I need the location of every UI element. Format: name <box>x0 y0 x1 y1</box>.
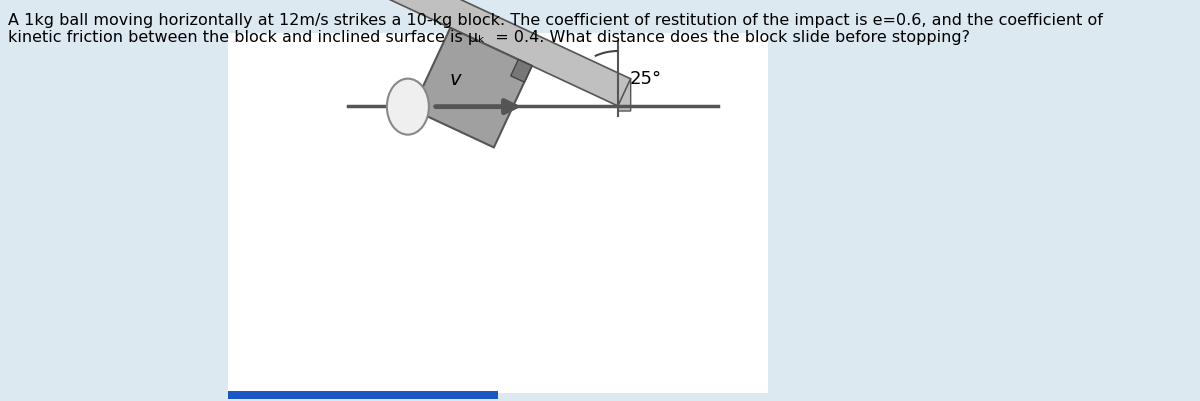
Bar <box>228 33 768 393</box>
Text: kinetic friction between the block and inclined surface is μₖ  = 0.4. What dista: kinetic friction between the block and i… <box>8 30 970 45</box>
Polygon shape <box>511 59 532 82</box>
Text: 25°: 25° <box>630 69 662 87</box>
Polygon shape <box>373 0 631 106</box>
Bar <box>228 391 498 399</box>
Polygon shape <box>413 28 532 148</box>
Ellipse shape <box>386 79 428 135</box>
Polygon shape <box>618 79 631 111</box>
Text: A 1kg ball moving horizontally at 12m/s strikes a 10-kg block. The coefficient o: A 1kg ball moving horizontally at 12m/s … <box>8 13 1103 28</box>
Text: $v$: $v$ <box>449 71 462 89</box>
